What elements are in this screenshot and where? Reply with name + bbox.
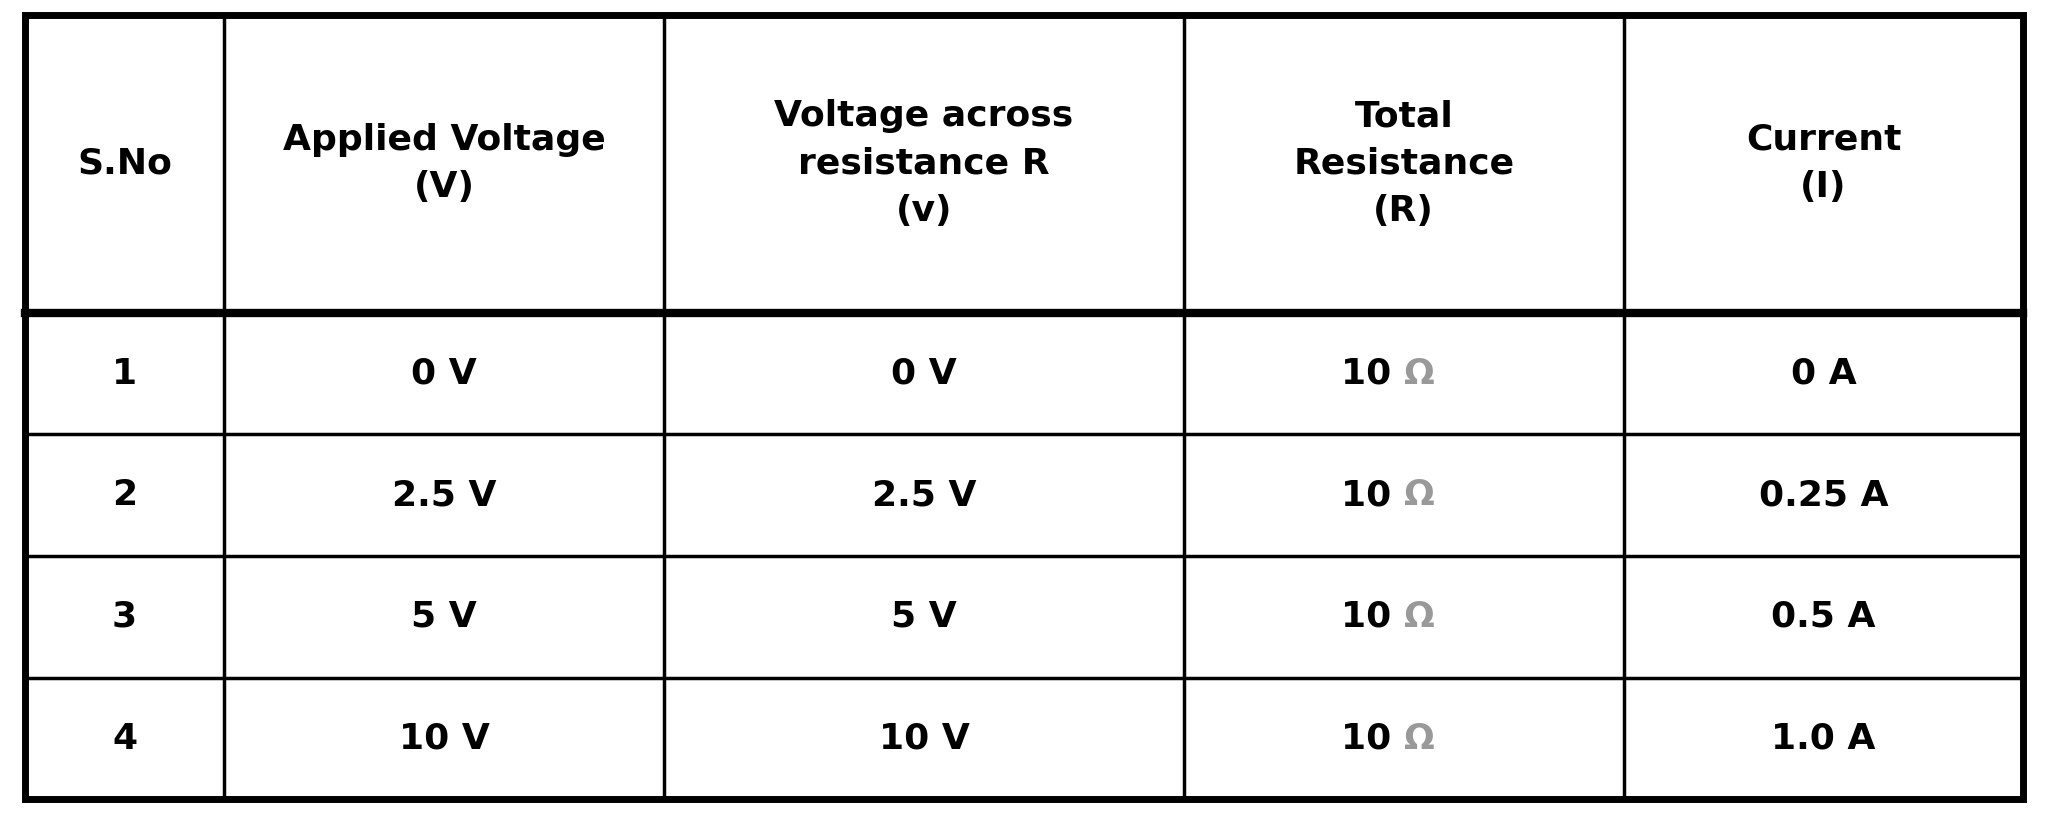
Text: Ω: Ω (1403, 600, 1434, 634)
Text: 10: 10 (1341, 600, 1403, 634)
Text: 5 V: 5 V (891, 600, 956, 634)
Text: 2.5 V: 2.5 V (391, 479, 496, 512)
Text: 3: 3 (113, 600, 137, 634)
Text: 10 V: 10 V (399, 721, 489, 755)
Text: 10: 10 (1341, 721, 1403, 755)
Text: Current
(I): Current (I) (1745, 123, 1901, 204)
Text: 10 V: 10 V (879, 721, 969, 755)
Text: Ω: Ω (1403, 721, 1434, 755)
Text: 0 A: 0 A (1790, 357, 1855, 391)
Text: 5 V: 5 V (412, 600, 477, 634)
Text: 0.25 A: 0.25 A (1759, 479, 1888, 512)
Text: 10: 10 (1341, 357, 1403, 391)
Text: Ω: Ω (1403, 357, 1434, 391)
Text: 0 V: 0 V (412, 357, 477, 391)
Text: 4: 4 (113, 721, 137, 755)
Text: 1: 1 (113, 357, 137, 391)
Text: 2.5 V: 2.5 V (872, 479, 977, 512)
Text: S.No: S.No (78, 147, 172, 181)
Text: Voltage across
resistance R
(v): Voltage across resistance R (v) (774, 99, 1073, 228)
Text: Total
Resistance
(R): Total Resistance (R) (1292, 99, 1513, 228)
Text: 0 V: 0 V (891, 357, 956, 391)
Text: 2: 2 (113, 479, 137, 512)
Text: 0.5 A: 0.5 A (1772, 600, 1876, 634)
Text: 1.0 A: 1.0 A (1772, 721, 1876, 755)
Text: Ω: Ω (1403, 479, 1434, 512)
Text: Applied Voltage
(V): Applied Voltage (V) (283, 123, 606, 204)
Text: 10: 10 (1341, 479, 1403, 512)
